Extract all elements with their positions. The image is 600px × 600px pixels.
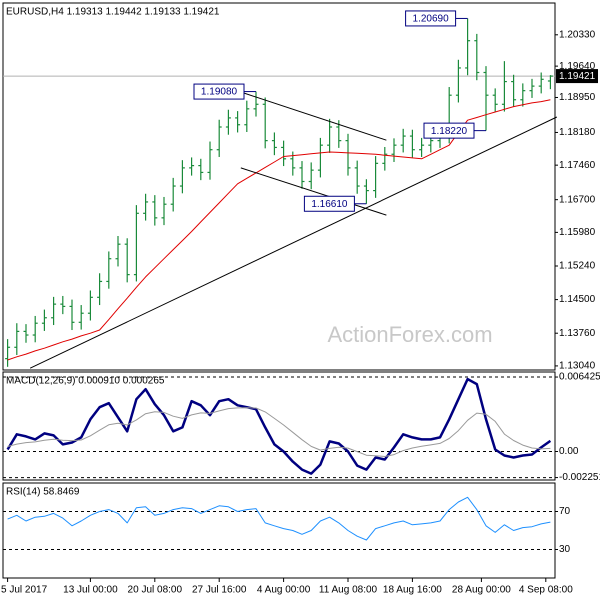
x-tick-label: 20 Jul 08:00 (128, 585, 183, 596)
x-tick-label: 28 Aug 00:00 (452, 585, 511, 596)
trend-line (240, 167, 387, 216)
watermark: ActionForex.com (327, 322, 492, 347)
trend-line (29, 116, 558, 369)
annotation-box (303, 195, 355, 212)
trend-line (240, 91, 387, 141)
y-tick-label: 1.13760 (559, 328, 596, 339)
y-tick-label: 0.00 (559, 446, 579, 457)
annotation-label: 1.18220 (431, 126, 468, 137)
y-tick-label: 1.15980 (559, 227, 596, 238)
x-tick-label: 5 Jul 2017 (1, 585, 48, 596)
y-tick-label: 1.14500 (559, 294, 596, 305)
y-tick-label: 70 (559, 506, 571, 517)
indicator-line (6, 377, 552, 475)
y-tick-label: 1.18180 (559, 127, 596, 138)
panel-frame (2, 371, 556, 481)
panel-frame (2, 482, 556, 579)
panel-title: RSI(14) 58.8469 (6, 487, 80, 498)
x-tick-label: 13 Jul 00:00 (63, 585, 118, 596)
y-tick-label: 1.17460 (559, 160, 596, 171)
y-tick-label: 1.19640 (559, 61, 596, 72)
annotation-box (193, 83, 245, 100)
panel-title: EURUSD,H4 1.19313 1.19442 1.19133 1.1942… (6, 7, 220, 18)
panel-frame (2, 2, 556, 371)
current-price-box (556, 69, 598, 84)
y-tick-label: 1.16700 (559, 194, 596, 205)
y-tick-label: 1.15240 (559, 261, 596, 272)
x-tick-label: 4 Aug 00:00 (257, 585, 311, 596)
x-tick-label: 27 Jul 16:00 (192, 585, 247, 596)
indicator-line (7, 407, 551, 457)
y-tick-label: 1.20330 (559, 29, 596, 40)
annotation-label: 1.20690 (413, 14, 450, 25)
x-tick-label: 11 Aug 08:00 (319, 585, 378, 596)
y-tick-label: 0.006425 (559, 372, 600, 383)
annotation-label: 1.19080 (201, 87, 238, 98)
x-tick-label: 4 Sep 08:00 (519, 585, 573, 596)
indicator-line (7, 496, 551, 541)
annotation-label: 1.16610 (311, 199, 348, 210)
y-tick-label: 1.18950 (559, 92, 596, 103)
y-tick-label: -0.002251 (559, 472, 600, 483)
panel-title: MACD(12,26,9) 0.000910 0.000265 (6, 376, 165, 387)
annotation-box (405, 10, 457, 27)
current-price-label: 1.19421 (559, 71, 596, 82)
x-tick-label: 18 Aug 16:00 (383, 585, 442, 596)
y-tick-label: 30 (559, 544, 571, 555)
annotation-box (423, 122, 475, 139)
y-tick-label: 1.13040 (559, 361, 596, 372)
